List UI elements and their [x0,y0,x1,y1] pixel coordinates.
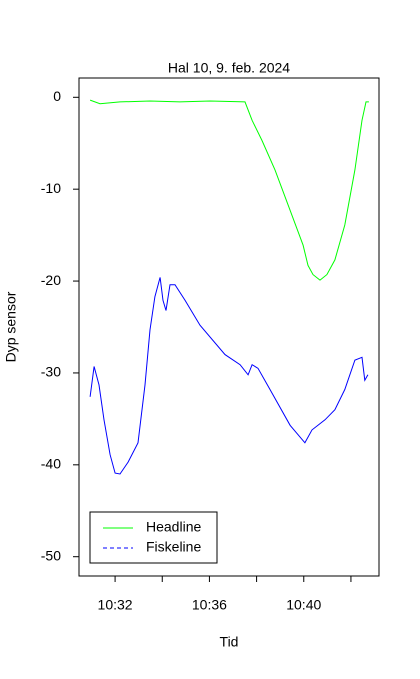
legend-label: Fiskeline [146,539,201,555]
y-tick-label: -50 [41,547,61,563]
y-tick-label: -20 [41,272,61,288]
y-tick-label: -40 [41,456,61,472]
legend-label: Headline [146,519,201,535]
plot-frame [78,77,380,577]
y-tick-label: -30 [41,364,61,380]
x-axis-label: Tid [220,634,239,650]
legend-box [89,511,218,564]
data-line [89,277,369,475]
x-tick-label: 10:36 [192,597,227,613]
x-tick-label: 10:32 [98,597,133,613]
y-tick-label: -10 [41,180,61,196]
chart-title: Hal 10, 9. feb. 2024 [168,60,290,76]
data-line [89,99,369,281]
y-tick-label: 0 [53,88,61,104]
y-axis-label: Dyp sensor [3,291,19,362]
x-tick-label: 10:40 [286,597,321,613]
